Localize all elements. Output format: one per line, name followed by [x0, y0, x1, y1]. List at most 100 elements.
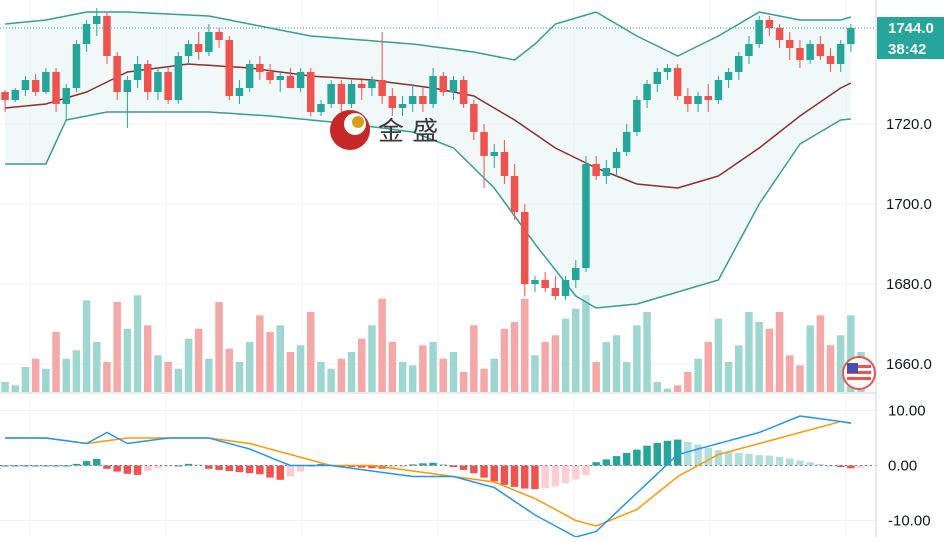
candle[interactable]: [144, 60, 152, 100]
candle[interactable]: [388, 88, 397, 116]
candle[interactable]: [449, 76, 458, 100]
volume-bar: [806, 325, 814, 392]
candle[interactable]: [796, 40, 804, 68]
candle[interactable]: [256, 56, 264, 80]
candle[interactable]: [72, 40, 81, 92]
candle[interactable]: [633, 96, 641, 136]
macd-histogram-bar: [521, 465, 529, 489]
candle[interactable]: [429, 68, 437, 108]
candle[interactable]: [1, 90, 9, 112]
candle[interactable]: [245, 60, 254, 92]
candle[interactable]: [521, 204, 529, 296]
candle[interactable]: [408, 84, 417, 112]
candle[interactable]: [459, 76, 468, 108]
candle-body: [653, 72, 661, 84]
candle[interactable]: [276, 72, 285, 92]
candle[interactable]: [653, 68, 662, 92]
candle[interactable]: [368, 76, 376, 96]
candle[interactable]: [490, 144, 499, 168]
candle[interactable]: [154, 68, 162, 100]
candle[interactable]: [531, 276, 539, 292]
candle[interactable]: [663, 64, 672, 80]
candle[interactable]: [786, 32, 794, 60]
candle[interactable]: [31, 74, 40, 96]
candle[interactable]: [225, 36, 234, 100]
macd-histogram-bar: [582, 465, 590, 476]
candle[interactable]: [347, 80, 356, 108]
candle[interactable]: [826, 48, 835, 72]
candle[interactable]: [561, 276, 570, 300]
candle[interactable]: [327, 80, 335, 108]
last-price-tag[interactable]: [877, 17, 944, 59]
candle[interactable]: [337, 80, 346, 112]
candle[interactable]: [643, 80, 651, 108]
candle[interactable]: [724, 68, 733, 88]
candle[interactable]: [745, 36, 753, 64]
candle[interactable]: [21, 76, 30, 96]
candle[interactable]: [735, 52, 743, 80]
candle[interactable]: [82, 20, 91, 52]
candle[interactable]: [694, 92, 702, 112]
candle[interactable]: [470, 100, 478, 140]
macd-pane[interactable]: [0, 415, 876, 538]
candle[interactable]: [398, 96, 407, 116]
candle-body: [714, 80, 723, 100]
candle[interactable]: [612, 148, 621, 176]
macd-histogram-bar: [358, 465, 366, 468]
candlesticks[interactable]: [0, 8, 876, 300]
candle[interactable]: [11, 88, 20, 102]
candle[interactable]: [592, 156, 600, 180]
candle[interactable]: [123, 76, 132, 128]
candle[interactable]: [103, 12, 111, 64]
candle[interactable]: [816, 36, 825, 60]
candle[interactable]: [704, 84, 713, 112]
candle[interactable]: [205, 24, 213, 56]
price-axis[interactable]: 1720.0 1700.0 1680.0 1660.0 1744.0 38:42: [877, 17, 944, 373]
candle[interactable]: [684, 88, 692, 112]
candle[interactable]: [174, 52, 183, 104]
candle[interactable]: [673, 64, 682, 100]
candle[interactable]: [582, 156, 590, 272]
candle[interactable]: [62, 84, 71, 120]
candle[interactable]: [572, 260, 580, 288]
candle[interactable]: [847, 24, 855, 52]
candle[interactable]: [113, 52, 121, 100]
candle[interactable]: [622, 124, 631, 156]
candle[interactable]: [714, 76, 723, 104]
candle[interactable]: [551, 276, 560, 300]
candle[interactable]: [307, 68, 315, 116]
candle[interactable]: [286, 68, 295, 88]
candle[interactable]: [806, 40, 814, 64]
volume-bar: [205, 358, 213, 392]
candle[interactable]: [42, 68, 50, 94]
candle[interactable]: [510, 164, 519, 220]
candle[interactable]: [480, 124, 488, 188]
candle[interactable]: [52, 68, 60, 112]
us-flag-icon[interactable]: [842, 356, 876, 390]
candle[interactable]: [164, 68, 172, 104]
candle[interactable]: [439, 72, 448, 96]
candle[interactable]: [296, 68, 305, 92]
macd-axis[interactable]: 10.00 0.00 -10.00: [888, 403, 931, 530]
candle[interactable]: [194, 32, 203, 60]
candle-body: [429, 76, 437, 104]
candle[interactable]: [378, 32, 386, 104]
candle[interactable]: [500, 140, 509, 184]
candle[interactable]: [541, 272, 549, 292]
candle[interactable]: [775, 24, 784, 48]
candle[interactable]: [266, 64, 274, 84]
candle[interactable]: [93, 8, 101, 36]
candle[interactable]: [755, 16, 763, 48]
candle[interactable]: [602, 160, 611, 184]
candle[interactable]: [235, 80, 244, 104]
candle[interactable]: [765, 16, 774, 36]
candle[interactable]: [419, 88, 427, 112]
candle[interactable]: [317, 100, 325, 116]
candle[interactable]: [215, 28, 223, 48]
candle[interactable]: [184, 40, 193, 64]
candle[interactable]: [358, 80, 366, 100]
macd-histogram-bar: [388, 465, 397, 469]
candle[interactable]: [836, 40, 845, 72]
candle[interactable]: [133, 56, 142, 88]
